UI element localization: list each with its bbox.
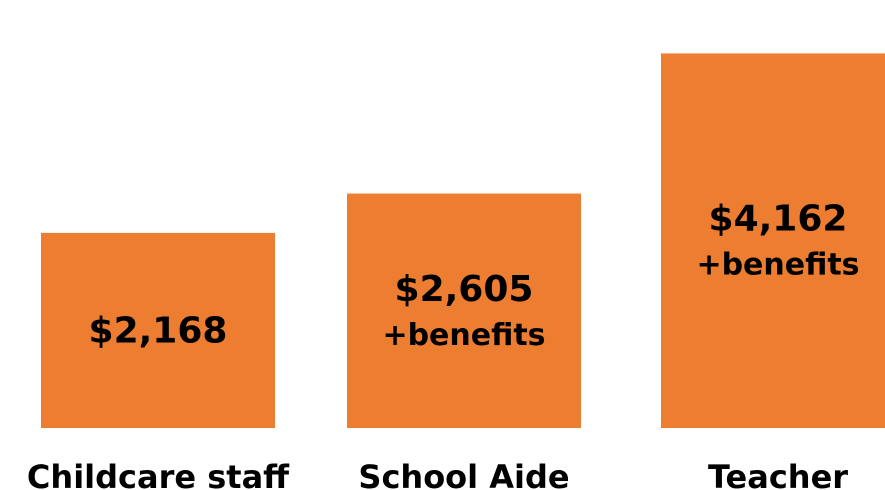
- bar-value-label: $2,605: [395, 269, 534, 310]
- bar-childcare-staff: [41, 232, 275, 428]
- bar-note-label: +benefits: [382, 318, 545, 353]
- bar-value-label: $4,162: [709, 199, 848, 240]
- category-label: Teacher: [708, 458, 848, 490]
- bar-school-aide: [347, 193, 581, 428]
- category-label: Childcare staff: [27, 458, 290, 490]
- category-label: School Aide: [358, 458, 569, 490]
- bars-layer: [41, 53, 885, 429]
- labels-layer: $2,168 Childcare staff $2,605 +benefits Scho…: [27, 199, 860, 490]
- bar-value-label: $2,168: [89, 310, 228, 351]
- bar-teacher: [661, 53, 885, 429]
- bar-note-label: +benefits: [696, 248, 859, 283]
